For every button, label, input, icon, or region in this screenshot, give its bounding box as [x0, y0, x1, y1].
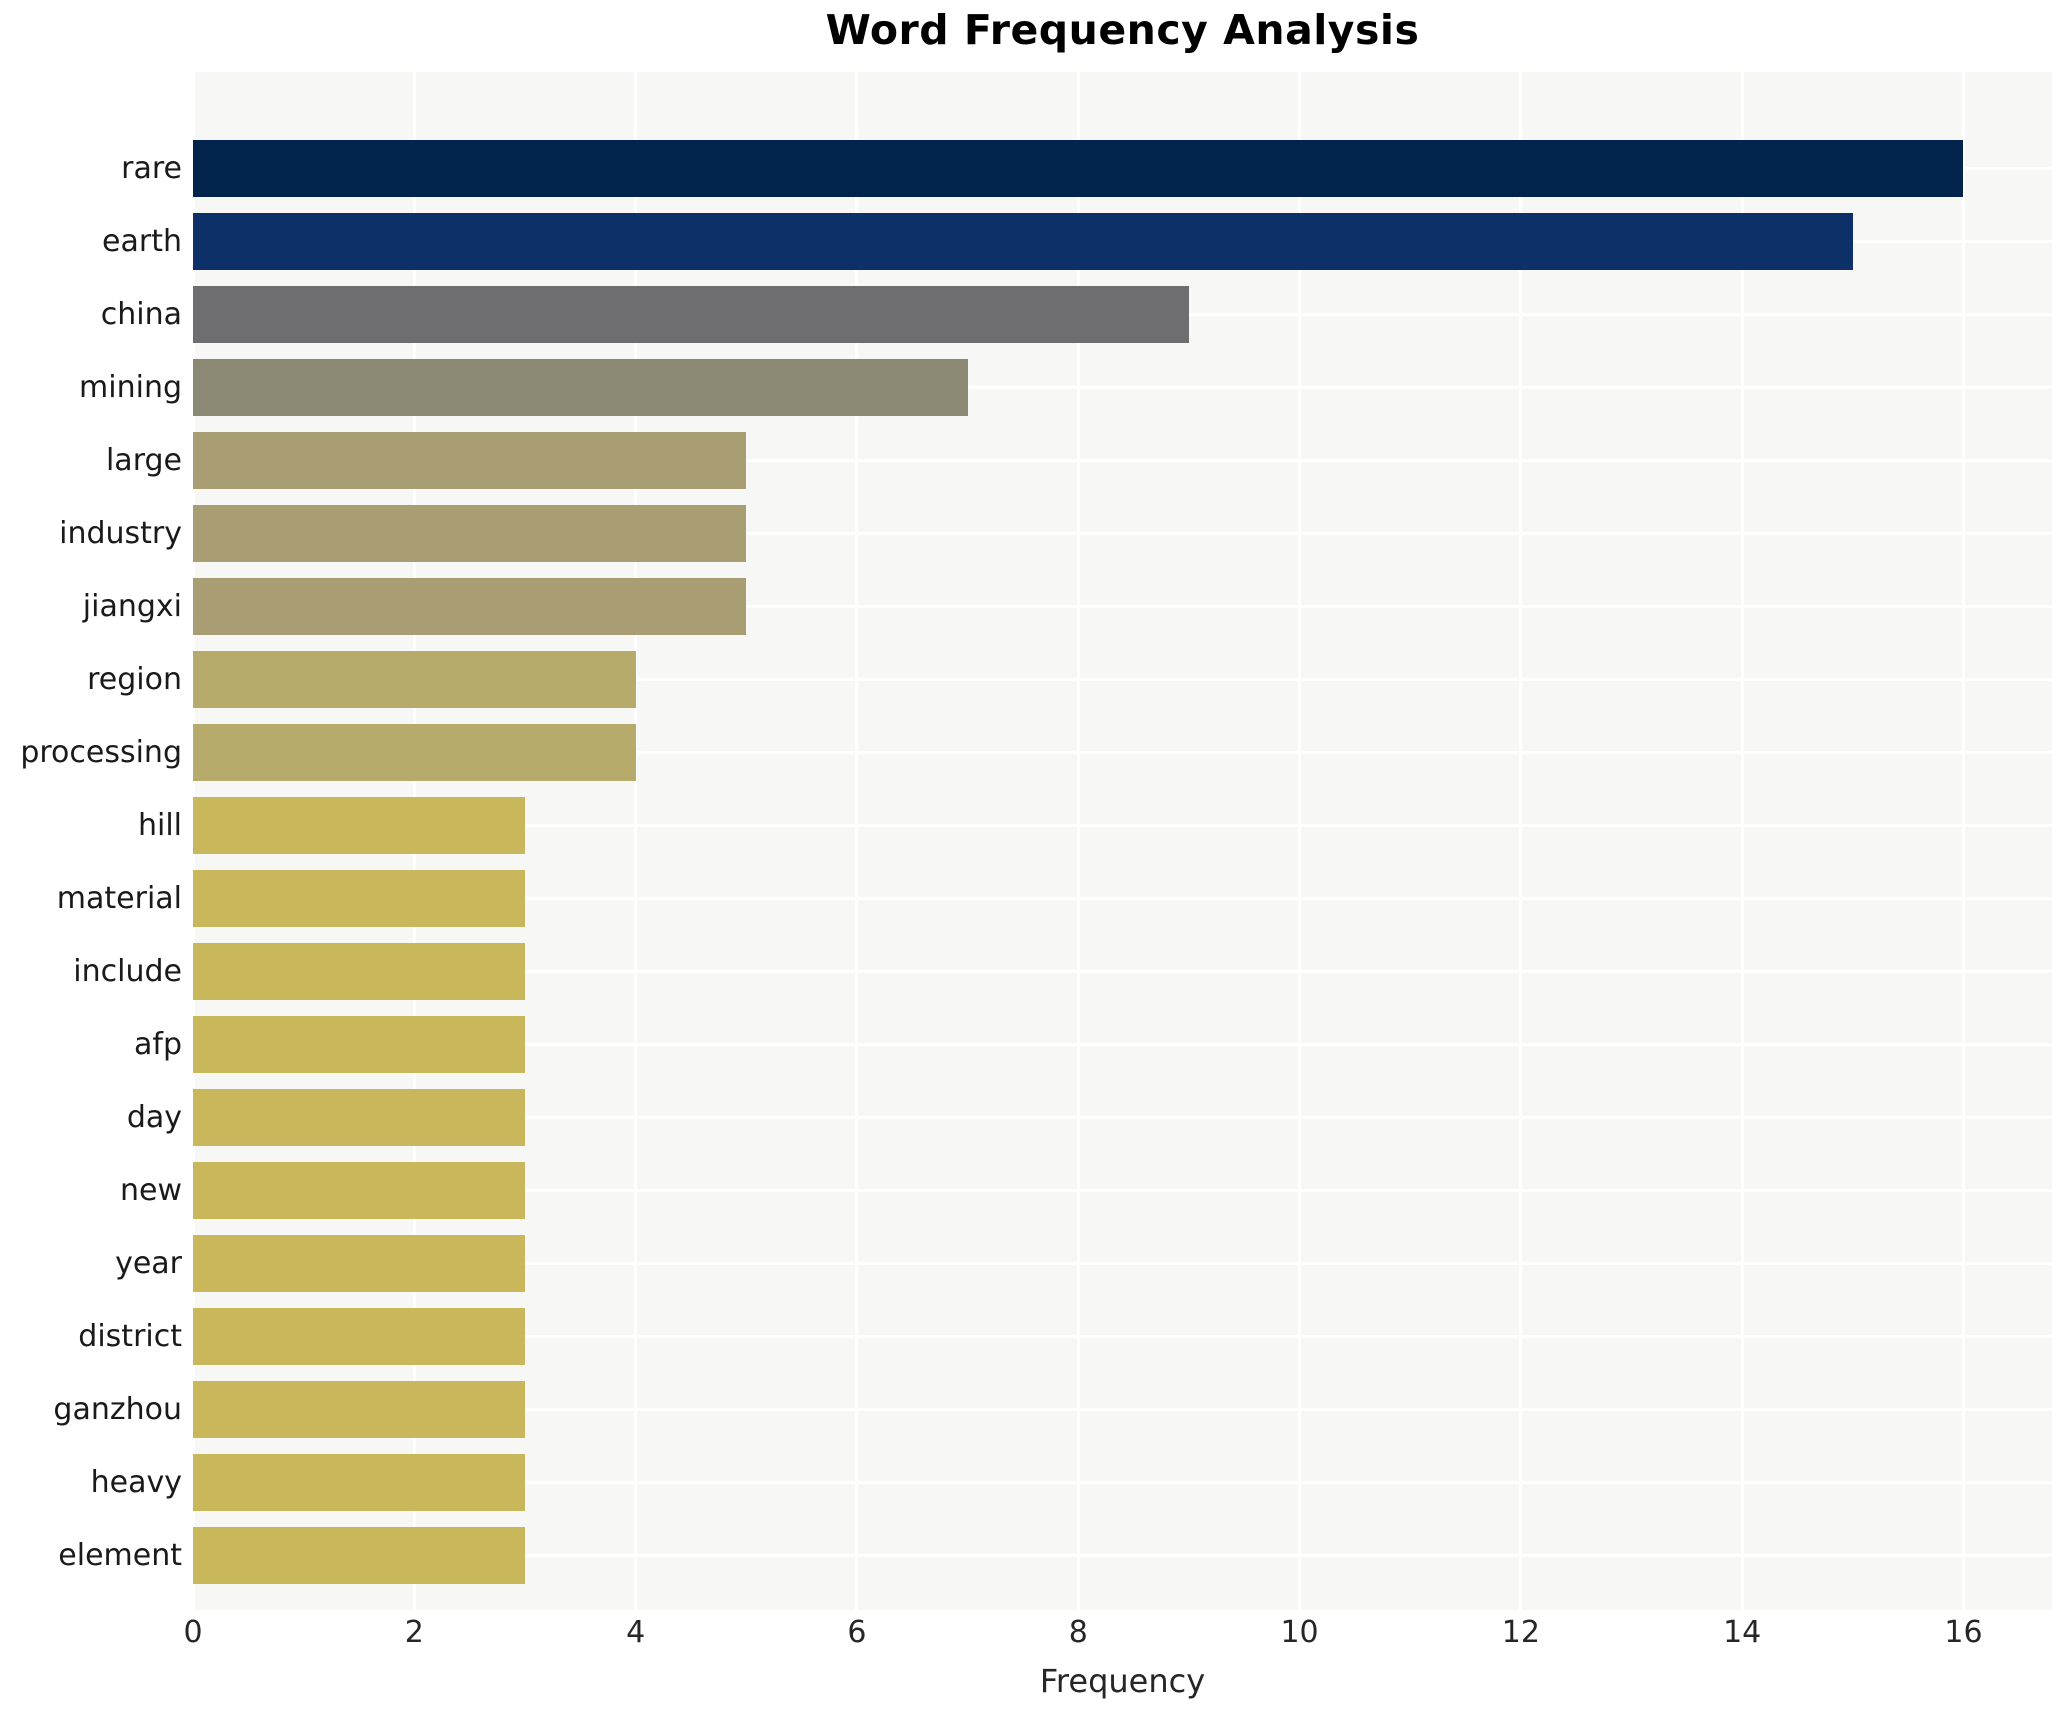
bar-row: ganzhou	[53, 1373, 2052, 1446]
y-tick-label: large	[105, 443, 182, 478]
horizontal-gridline	[193, 824, 2052, 827]
bar-row: element	[58, 1519, 2052, 1592]
y-tick-label: heavy	[90, 1465, 182, 1500]
y-tick-label: processing	[20, 735, 182, 770]
bar-row: new	[120, 1154, 2052, 1227]
x-tick-label: 16	[1944, 1615, 1983, 1650]
bar	[193, 1089, 525, 1146]
horizontal-gridline	[193, 1116, 2052, 1119]
y-tick-label: day	[126, 1100, 182, 1135]
y-tick-label: region	[87, 662, 182, 697]
bar	[193, 1527, 525, 1584]
bar	[193, 286, 1189, 343]
bar-row: afp	[134, 1008, 2052, 1081]
bar-row: day	[127, 1081, 2052, 1154]
bar-row: jiangxi	[83, 570, 2052, 643]
horizontal-gridline	[193, 1043, 2052, 1046]
y-tick-label: new	[119, 1173, 182, 1208]
bar	[193, 870, 525, 927]
vertical-gridline	[1961, 72, 1965, 1610]
horizontal-gridline	[193, 1554, 2052, 1557]
horizontal-gridline	[193, 605, 2052, 608]
bar-row: processing	[20, 716, 2052, 789]
chart-title: Word Frequency Analysis	[825, 6, 1420, 54]
horizontal-gridline	[193, 970, 2052, 973]
bar	[193, 943, 525, 1000]
y-tick-label: afp	[134, 1027, 182, 1062]
x-tick-label: 4	[626, 1615, 646, 1650]
bar	[193, 1016, 525, 1073]
y-tick-label: include	[73, 954, 182, 989]
bar	[193, 578, 747, 635]
horizontal-gridline	[193, 459, 2052, 462]
x-tick-label: 2	[404, 1615, 424, 1650]
bar-row: region	[87, 643, 2052, 716]
vertical-gridline	[1076, 72, 1080, 1610]
y-tick-label: industry	[59, 516, 182, 551]
horizontal-gridline	[193, 386, 2052, 389]
x-tick-label: 12	[1501, 1615, 1540, 1650]
bar	[193, 140, 1964, 197]
bar-row: hill	[138, 789, 2052, 862]
bar-row: industry	[59, 497, 2052, 570]
bar-rows: rare earth china mining large industry jiangxi…	[20, 132, 2052, 1592]
bar-row: mining	[79, 351, 2052, 424]
y-tick-label: district	[78, 1319, 182, 1354]
x-tick-label: 6	[847, 1615, 867, 1650]
horizontal-gridline	[193, 897, 2052, 900]
bar-row: material	[57, 862, 2052, 935]
vertical-gridline	[1298, 72, 1302, 1610]
plot-area: rare earth china mining large industry jiangxi…	[20, 72, 2052, 1610]
y-tick-label: jiangxi	[82, 589, 182, 624]
bar-row: heavy	[91, 1446, 2052, 1519]
horizontal-gridline	[193, 532, 2052, 535]
y-tick-label: mining	[79, 370, 182, 405]
horizontal-gridline	[193, 1189, 2052, 1192]
bar	[193, 724, 636, 781]
x-tick-label: 0	[183, 1615, 203, 1650]
bar-row: large	[106, 424, 2052, 497]
vertical-gridline	[634, 72, 638, 1610]
bar-row: include	[73, 935, 2052, 1008]
x-tick-label: 8	[1068, 1615, 1088, 1650]
bar	[193, 797, 525, 854]
bar	[193, 1235, 525, 1292]
bar	[193, 432, 747, 489]
vertical-gridline	[1519, 72, 1523, 1610]
y-tick-label: hill	[137, 808, 182, 843]
bar-row: earth	[102, 205, 2052, 278]
horizontal-gridline	[193, 1481, 2052, 1484]
horizontal-gridline	[193, 1335, 2052, 1338]
horizontal-gridline	[193, 751, 2052, 754]
x-tick-label: 10	[1280, 1615, 1319, 1650]
horizontal-gridline	[193, 1408, 2052, 1411]
bar	[193, 213, 1853, 270]
y-tick-label: material	[56, 881, 182, 916]
y-tick-label: ganzhou	[53, 1392, 182, 1427]
horizontal-gridline	[193, 1262, 2052, 1265]
bar	[193, 1381, 525, 1438]
x-tick-label: 14	[1723, 1615, 1762, 1650]
y-tick-label: rare	[121, 151, 182, 186]
y-tick-label: earth	[102, 224, 182, 259]
y-tick-label: year	[115, 1246, 182, 1281]
bar	[193, 359, 968, 416]
x-axis-ticks: 0 2 4 6 8 10 12 14 16	[183, 1615, 2052, 1655]
bar	[193, 1308, 525, 1365]
bar-row: year	[115, 1227, 2052, 1300]
bar-row: rare	[121, 132, 2052, 205]
bar-row: district	[78, 1300, 2052, 1373]
y-tick-label: china	[100, 297, 182, 332]
y-tick-label: element	[58, 1538, 182, 1573]
vertical-gridline	[1740, 72, 1744, 1610]
horizontal-gridline	[193, 678, 2052, 681]
vertical-gridline	[855, 72, 859, 1610]
bar	[193, 651, 636, 708]
bar	[193, 505, 747, 562]
bar	[193, 1454, 525, 1511]
bar	[193, 1162, 525, 1219]
x-axis-label: Frequency	[1039, 1662, 1206, 1700]
bar-row: china	[101, 278, 2052, 351]
